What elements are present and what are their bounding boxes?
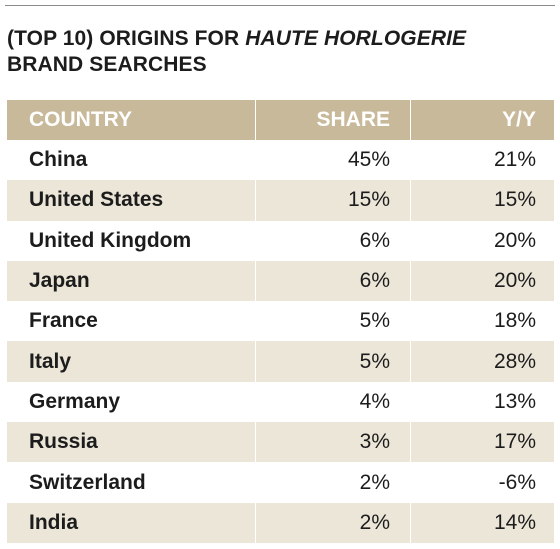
- table-title: (TOP 10) ORIGINS FOR HAUTE HORLOGERIE BR…: [7, 26, 547, 78]
- cell-yy: 15%: [411, 180, 554, 221]
- cell-country: Italy: [7, 341, 255, 382]
- table-row: Japan 6% 20%: [7, 260, 554, 302]
- cell-yy: 17%: [411, 422, 554, 463]
- cell-yy: 20%: [411, 220, 554, 261]
- cell-country: United Kingdom: [7, 220, 255, 261]
- cell-yy: 20%: [411, 260, 554, 302]
- cell-share: 6%: [256, 220, 410, 261]
- cell-country: Germany: [7, 381, 255, 423]
- cell-share: 5%: [256, 341, 410, 382]
- cell-share: 2%: [256, 462, 410, 503]
- header-share: SHARE: [256, 100, 410, 140]
- title-prefix: (TOP 10) ORIGINS FOR: [7, 27, 246, 50]
- cell-share: 5%: [256, 301, 410, 342]
- cell-country: United States: [7, 180, 255, 221]
- cell-country: France: [7, 301, 255, 342]
- table-row: France 5% 18%: [7, 301, 554, 342]
- header-country: COUNTRY: [7, 100, 255, 140]
- cell-share: 45%: [256, 140, 410, 181]
- cell-share: 15%: [256, 180, 410, 221]
- cell-share: 2%: [256, 502, 410, 543]
- cell-yy: 13%: [411, 381, 554, 423]
- table-row: Italy 5% 28%: [7, 341, 554, 382]
- cell-share: 4%: [256, 381, 410, 423]
- cell-share: 6%: [256, 260, 410, 302]
- cell-share: 3%: [256, 422, 410, 463]
- cell-country: Switzerland: [7, 462, 255, 503]
- cell-yy: 14%: [411, 502, 554, 543]
- table-row: Switzerland 2% -6%: [7, 462, 554, 503]
- cell-country: Japan: [7, 260, 255, 302]
- cell-country: India: [7, 502, 255, 543]
- top-rule: [5, 5, 555, 6]
- cell-country: Russia: [7, 422, 255, 463]
- table-row: United Kingdom 6% 20%: [7, 220, 554, 261]
- cell-yy: 28%: [411, 341, 554, 382]
- title-italic: HAUTE HORLOGERIE: [245, 27, 467, 50]
- data-table: COUNTRY SHARE Y/Y China 45% 21% United S…: [7, 100, 554, 543]
- table-header-row: COUNTRY SHARE Y/Y: [7, 100, 554, 140]
- table-row: Russia 3% 17%: [7, 422, 554, 463]
- cell-country: China: [7, 140, 255, 181]
- table-row: India 2% 14%: [7, 502, 554, 543]
- title-line2: BRAND SEARCHES: [7, 53, 207, 76]
- table-row: Germany 4% 13%: [7, 381, 554, 423]
- cell-yy: 18%: [411, 301, 554, 342]
- table-row: United States 15% 15%: [7, 180, 554, 221]
- header-yy: Y/Y: [411, 100, 554, 140]
- table-row: China 45% 21%: [7, 140, 554, 181]
- cell-yy: -6%: [411, 462, 554, 503]
- cell-yy: 21%: [411, 140, 554, 181]
